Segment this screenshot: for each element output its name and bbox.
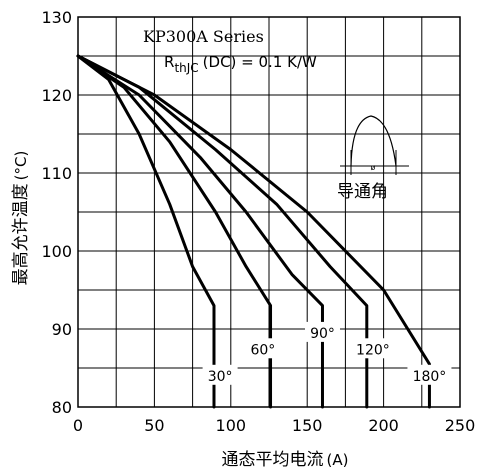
thermal-resistance-label: RthJC (DC) = 0.1 K/W [164, 53, 317, 75]
series-line [76, 54, 324, 409]
y-tick-label: 90 [52, 320, 72, 339]
y-axis-label: 最高允许温度 [11, 183, 31, 285]
x-axis-title: 通态平均电流 (A) [222, 450, 349, 470]
series-lines: 30° 60° 90° 120° 180° [76, 54, 452, 409]
x-tick-label: 200 [368, 416, 399, 435]
y-tick-label: 130 [41, 8, 72, 27]
conduction-angle-label: 导通角 [337, 182, 388, 202]
y-axis-unit: (°C) [12, 151, 30, 181]
x-tick-label: 150 [292, 416, 323, 435]
x-axis-unit: (A) [327, 451, 349, 469]
series-label-bg [245, 338, 281, 359]
x-tick-label: 100 [216, 416, 247, 435]
x-tick-label: 250 [445, 416, 476, 435]
series-title: KP300A Series [143, 27, 264, 46]
series-label: 60° [250, 342, 275, 358]
y-tick-label: 120 [41, 86, 72, 105]
x-axis-label: 通态平均电流 [222, 450, 324, 470]
grid [78, 17, 460, 407]
rth-value: (DC) = 0.1 K/W [203, 53, 317, 71]
x-tick-label: 0 [73, 416, 83, 435]
conduction-angle-icon: ø [340, 115, 409, 175]
series-line [76, 54, 431, 409]
series-label-bg [304, 321, 340, 342]
series-label-bg [202, 364, 238, 385]
y-axis-title: 最高允许温度 (°C) [11, 151, 31, 286]
series-label: 180° [413, 369, 447, 385]
series-label-bg [350, 338, 395, 359]
plot-frame [77, 16, 461, 408]
series-label: 90° [310, 326, 335, 342]
series-label: 120° [356, 342, 390, 358]
series-label: 30° [208, 369, 233, 385]
series-label-bg [407, 364, 452, 385]
y-tick-label: 100 [41, 242, 72, 261]
y-tick-labels: 80 90 100 110 120 130 [41, 8, 72, 417]
rth-subscript: thJC [174, 61, 198, 75]
rth-symbol: R [164, 53, 174, 71]
x-tick-labels: 0 50 100 150 200 250 [73, 416, 475, 435]
y-tick-label: 80 [52, 398, 72, 417]
svg-text:ø: ø [371, 163, 376, 172]
series-line [76, 54, 216, 409]
x-tick-label: 50 [144, 416, 164, 435]
annotation-box: KP300A Series RthJC (DC) = 0.1 K/W [143, 27, 317, 75]
series-line [76, 54, 273, 409]
y-tick-label: 110 [41, 164, 72, 183]
